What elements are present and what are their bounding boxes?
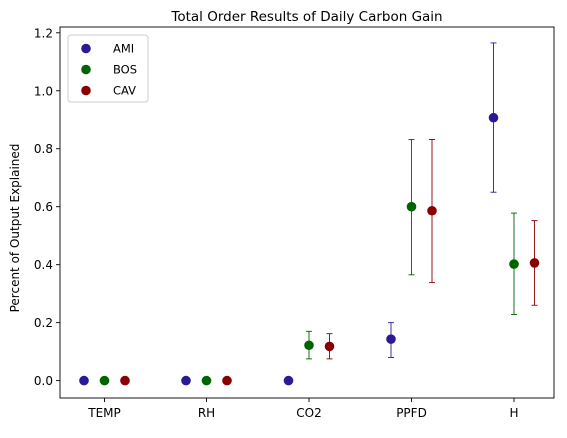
data-point-ami <box>79 375 89 386</box>
data-point-ami <box>283 375 294 386</box>
data-point-cav <box>222 375 232 386</box>
legend-label: AMI <box>113 42 134 56</box>
y-tick-label: 0.8 <box>34 142 53 156</box>
y-tick-label: 1.2 <box>34 26 53 40</box>
legend-marker-cav <box>81 85 91 96</box>
x-tick-label: RH <box>198 406 215 420</box>
data-point-cav <box>120 375 130 386</box>
plot-frame <box>59 26 555 399</box>
legend-marker-ami <box>81 43 91 54</box>
data-point-bos <box>99 375 110 386</box>
y-tick-label: 0.2 <box>34 316 53 330</box>
data-point-bos <box>304 340 314 351</box>
data-point-ami <box>181 375 191 386</box>
x-tick-label: TEMP <box>87 406 121 420</box>
data-point-bos <box>509 259 519 269</box>
data-point-cav <box>427 205 437 216</box>
x-tick-label: PPFD <box>396 406 427 420</box>
x-tick-label: CO2 <box>296 406 321 420</box>
data-point-ami <box>488 112 499 123</box>
y-tick-label: 0.0 <box>34 374 53 388</box>
data-point-cav <box>324 341 335 352</box>
y-tick-label: 1.0 <box>34 84 53 98</box>
data-point-ami <box>386 334 396 344</box>
y-tick-label: 0.4 <box>34 258 53 272</box>
legend-label: CAV <box>113 84 136 98</box>
chart-title: Total Order Results of Daily Carbon Gain <box>170 9 442 25</box>
data-point-bos <box>406 201 417 212</box>
legend-marker-bos <box>81 64 91 75</box>
legend-label: BOS <box>113 63 137 77</box>
x-tick-label: H <box>509 406 518 420</box>
data-point-cav <box>529 258 540 268</box>
data-point-bos <box>201 375 212 386</box>
legend: AMI BOS CAV <box>67 34 149 103</box>
plot-marks <box>79 42 540 386</box>
y-axis-label: Percent of Output Explained <box>8 144 22 313</box>
y-tick-label: 0.6 <box>34 200 53 214</box>
